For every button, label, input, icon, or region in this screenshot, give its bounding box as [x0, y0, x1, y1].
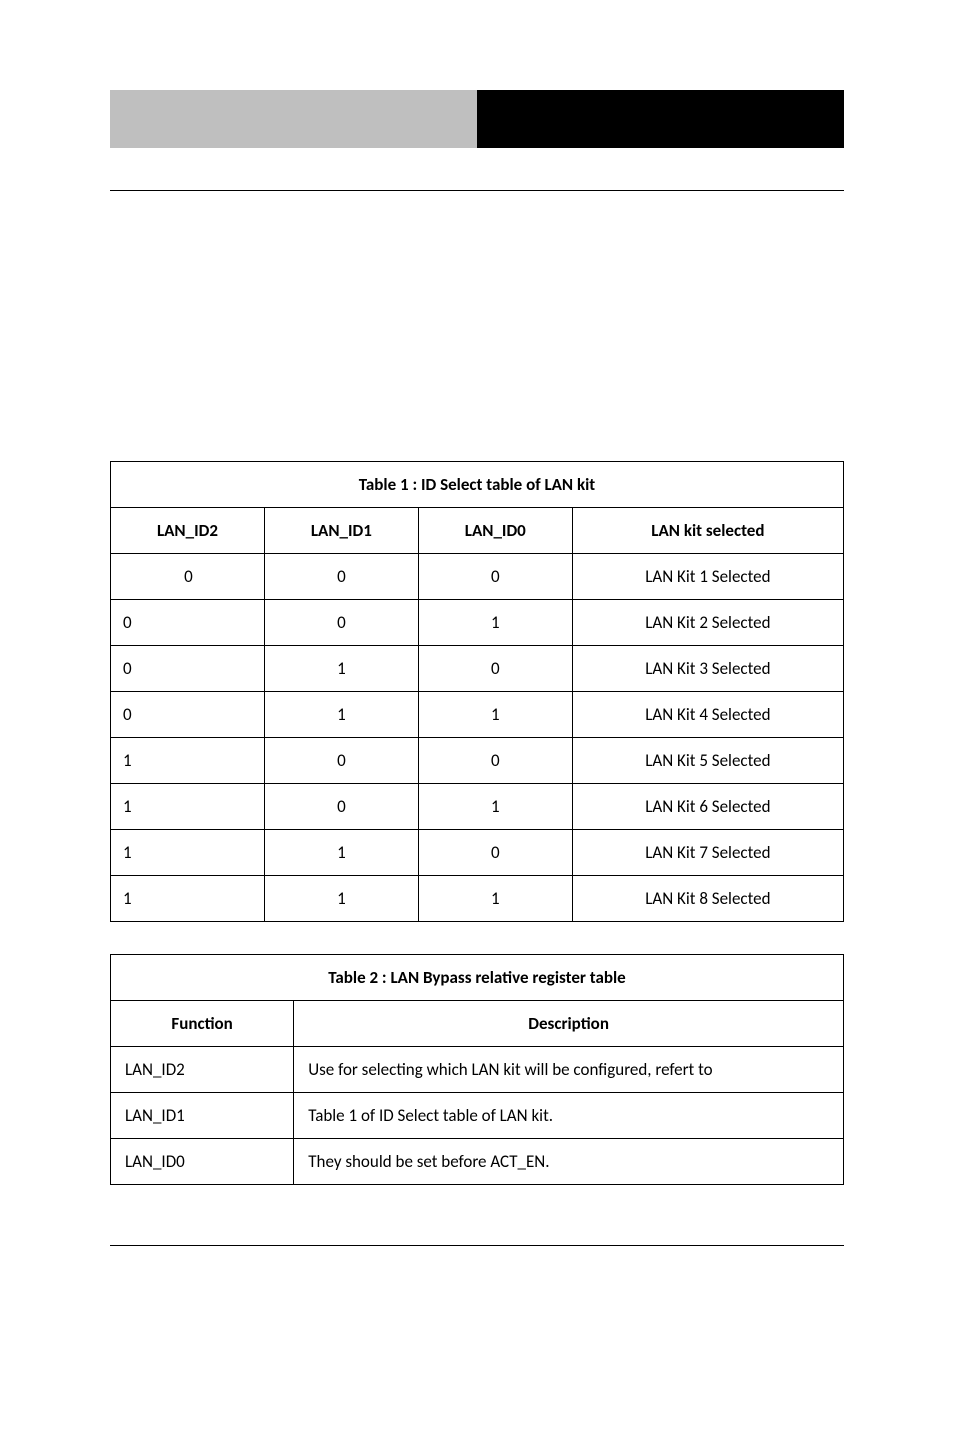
table1-cell: 0: [111, 646, 265, 692]
header-band: [110, 90, 844, 148]
table1-cell: 0: [111, 692, 265, 738]
table1-cell: LAN Kit 2 Selected: [572, 600, 843, 646]
table1-cell: 1: [264, 876, 418, 922]
table1-cell: 0: [111, 600, 265, 646]
table-row: LAN_ID0 They should be set before ACT_EN…: [111, 1139, 844, 1185]
table1-cell: 1: [418, 784, 572, 830]
table-row: 0 0 1 LAN Kit 2 Selected: [111, 600, 844, 646]
table-row: 0 1 0 LAN Kit 3 Selected: [111, 646, 844, 692]
divider-top: [110, 190, 844, 191]
table1-cell: 1: [111, 830, 265, 876]
table2-col-header-0: Function: [111, 1001, 294, 1047]
table1-cell: 1: [264, 830, 418, 876]
table1-cell: 1: [418, 600, 572, 646]
table1-col-header-2: LAN_ID0: [418, 508, 572, 554]
table-row: LAN_ID1 Table 1 of ID Select table of LA…: [111, 1093, 844, 1139]
table-id-select: Table 1 : ID Select table of LAN kit LAN…: [110, 461, 844, 922]
table-row: LAN_ID2 Use for selecting which LAN kit …: [111, 1047, 844, 1093]
table1-cell: LAN Kit 6 Selected: [572, 784, 843, 830]
table1-caption: Table 1 : ID Select table of LAN kit: [111, 462, 844, 508]
table1-cell: 1: [418, 692, 572, 738]
table1-cell: 1: [111, 876, 265, 922]
page: Table 1 : ID Select table of LAN kit LAN…: [0, 0, 954, 1326]
table1-cell: 1: [264, 692, 418, 738]
table1-col-header-0: LAN_ID2: [111, 508, 265, 554]
table-row: 1 0 0 LAN Kit 5 Selected: [111, 738, 844, 784]
table-row: 1 1 1 LAN Kit 8 Selected: [111, 876, 844, 922]
table1-col-header-3: LAN kit selected: [572, 508, 843, 554]
table1-cell: 0: [264, 554, 418, 600]
table1-cell: 0: [418, 830, 572, 876]
table1-cell: 0: [264, 738, 418, 784]
table1-cell: 0: [418, 554, 572, 600]
table2-cell: They should be set before ACT_EN.: [294, 1139, 844, 1185]
table2-caption: Table 2 : LAN Bypass relative register t…: [111, 955, 844, 1001]
table2-cell: Table 1 of ID Select table of LAN kit.: [294, 1093, 844, 1139]
table2-col-header-1: Description: [294, 1001, 844, 1047]
table-row: 0 1 1 LAN Kit 4 Selected: [111, 692, 844, 738]
table-row: 0 0 0 LAN Kit 1 Selected: [111, 554, 844, 600]
table2-cell: LAN_ID1: [111, 1093, 294, 1139]
table1-header-row: LAN_ID2 LAN_ID1 LAN_ID0 LAN kit selected: [111, 508, 844, 554]
table1-cell: LAN Kit 1 Selected: [572, 554, 843, 600]
table2-cell: Use for selecting which LAN kit will be …: [294, 1047, 844, 1093]
table1-cell: 1: [418, 876, 572, 922]
table1-cell: 1: [264, 646, 418, 692]
table1-cell: 1: [111, 784, 265, 830]
table1-col-header-1: LAN_ID1: [264, 508, 418, 554]
header-band-left: [110, 90, 477, 148]
table1-cell: LAN Kit 4 Selected: [572, 692, 843, 738]
table-lan-bypass: Table 2 : LAN Bypass relative register t…: [110, 954, 844, 1185]
table1-cell: 0: [418, 738, 572, 784]
table1-cell: 0: [264, 784, 418, 830]
header-band-right: [477, 90, 844, 148]
table1-cell: LAN Kit 7 Selected: [572, 830, 843, 876]
table1-cell: LAN Kit 5 Selected: [572, 738, 843, 784]
table1-cell: LAN Kit 3 Selected: [572, 646, 843, 692]
table2-cell: LAN_ID0: [111, 1139, 294, 1185]
table2-header-row: Function Description: [111, 1001, 844, 1047]
table1-cell: 0: [418, 646, 572, 692]
table1-cell: LAN Kit 8 Selected: [572, 876, 843, 922]
tables-container: Table 1 : ID Select table of LAN kit LAN…: [110, 461, 844, 1185]
table2-cell: LAN_ID2: [111, 1047, 294, 1093]
divider-bottom: [110, 1245, 844, 1246]
table1-cell: 0: [111, 554, 265, 600]
table1-cell: 1: [111, 738, 265, 784]
table1-cell: 0: [264, 600, 418, 646]
table-row: 1 0 1 LAN Kit 6 Selected: [111, 784, 844, 830]
table-row: 1 1 0 LAN Kit 7 Selected: [111, 830, 844, 876]
